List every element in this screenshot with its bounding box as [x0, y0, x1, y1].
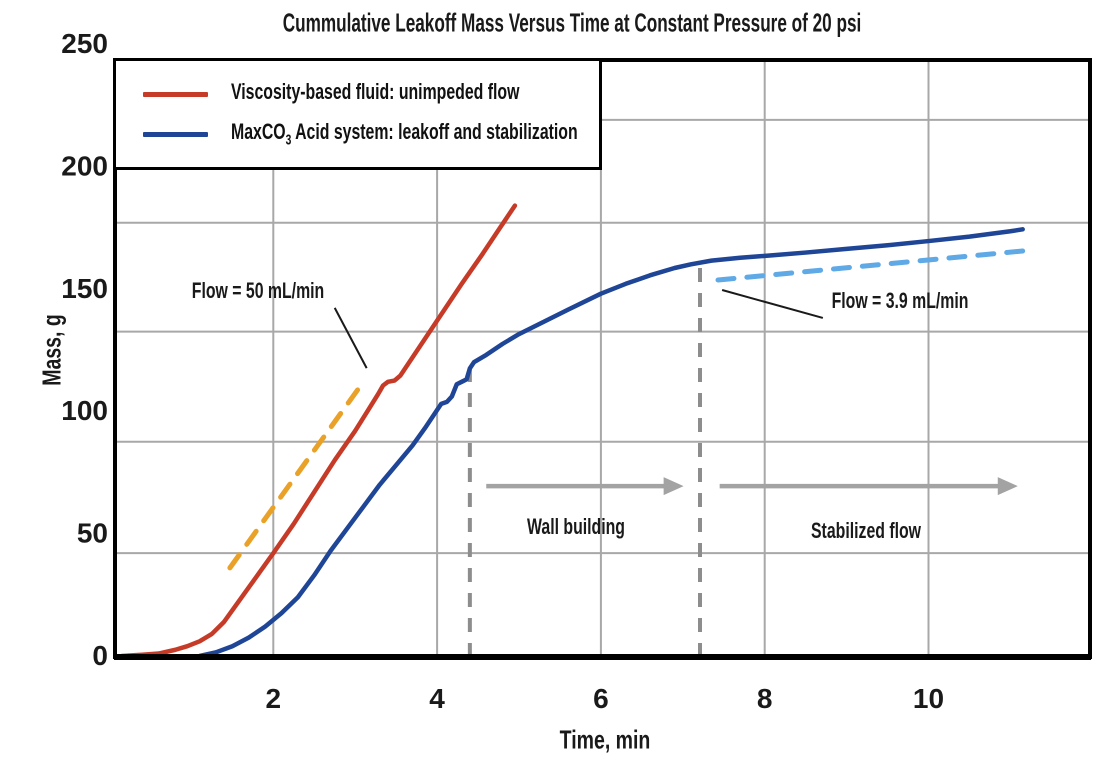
x-axis-title: Time, min [559, 724, 651, 755]
series-line-1 [197, 227, 1025, 659]
x-tick-label: 6 [593, 683, 609, 714]
y-tick-label: 150 [61, 273, 108, 304]
x-tick-label: 4 [429, 683, 445, 714]
x-tick-label: 10 [913, 683, 944, 714]
red-line-swatch [143, 91, 208, 97]
blue-line-swatch [143, 131, 208, 137]
y-tick-label: 200 [61, 150, 108, 181]
y-tick-label: 100 [61, 395, 108, 426]
legend: Viscosity-based fluid: unimpeded flow Ma… [113, 58, 602, 170]
annotation-flow-50: Flow = 50 mL/min [191, 278, 324, 303]
region-arrow-head [997, 477, 1018, 496]
chart-title: Cummulative Leakoff Mass Versus Time at … [282, 7, 862, 38]
legend-item-maxco3-acid: MaxCO3 Acid system: leakoff and stabiliz… [143, 119, 599, 149]
annotation-leader-line [721, 289, 824, 319]
region-arrow-head [663, 477, 684, 496]
y-tick-label: 0 [92, 640, 108, 671]
annotation-stabilized-flow: Stabilized flow [811, 517, 922, 543]
annotation-flow-3-9: Flow = 3.9 mL/min [831, 288, 969, 314]
series-line-2 [227, 379, 366, 571]
y-tick-label: 250 [61, 28, 108, 59]
y-tick-label: 50 [77, 518, 108, 549]
annotation-wall-building: Wall building [527, 513, 626, 539]
legend-item-viscosity-fluid: Viscosity-based fluid: unimpeded flow [143, 79, 599, 107]
series-line-0 [119, 203, 518, 659]
legend-label: Viscosity-based fluid: unimpeded flow [231, 79, 520, 105]
y-axis-title: Mass, g [36, 314, 67, 386]
x-tick-label: 2 [266, 683, 282, 714]
x-tick-label: 8 [757, 683, 773, 714]
series-line-3 [715, 247, 1035, 283]
legend-label: MaxCO3 Acid system: leakoff and stabiliz… [231, 119, 578, 149]
annotation-leader-line [333, 307, 368, 369]
